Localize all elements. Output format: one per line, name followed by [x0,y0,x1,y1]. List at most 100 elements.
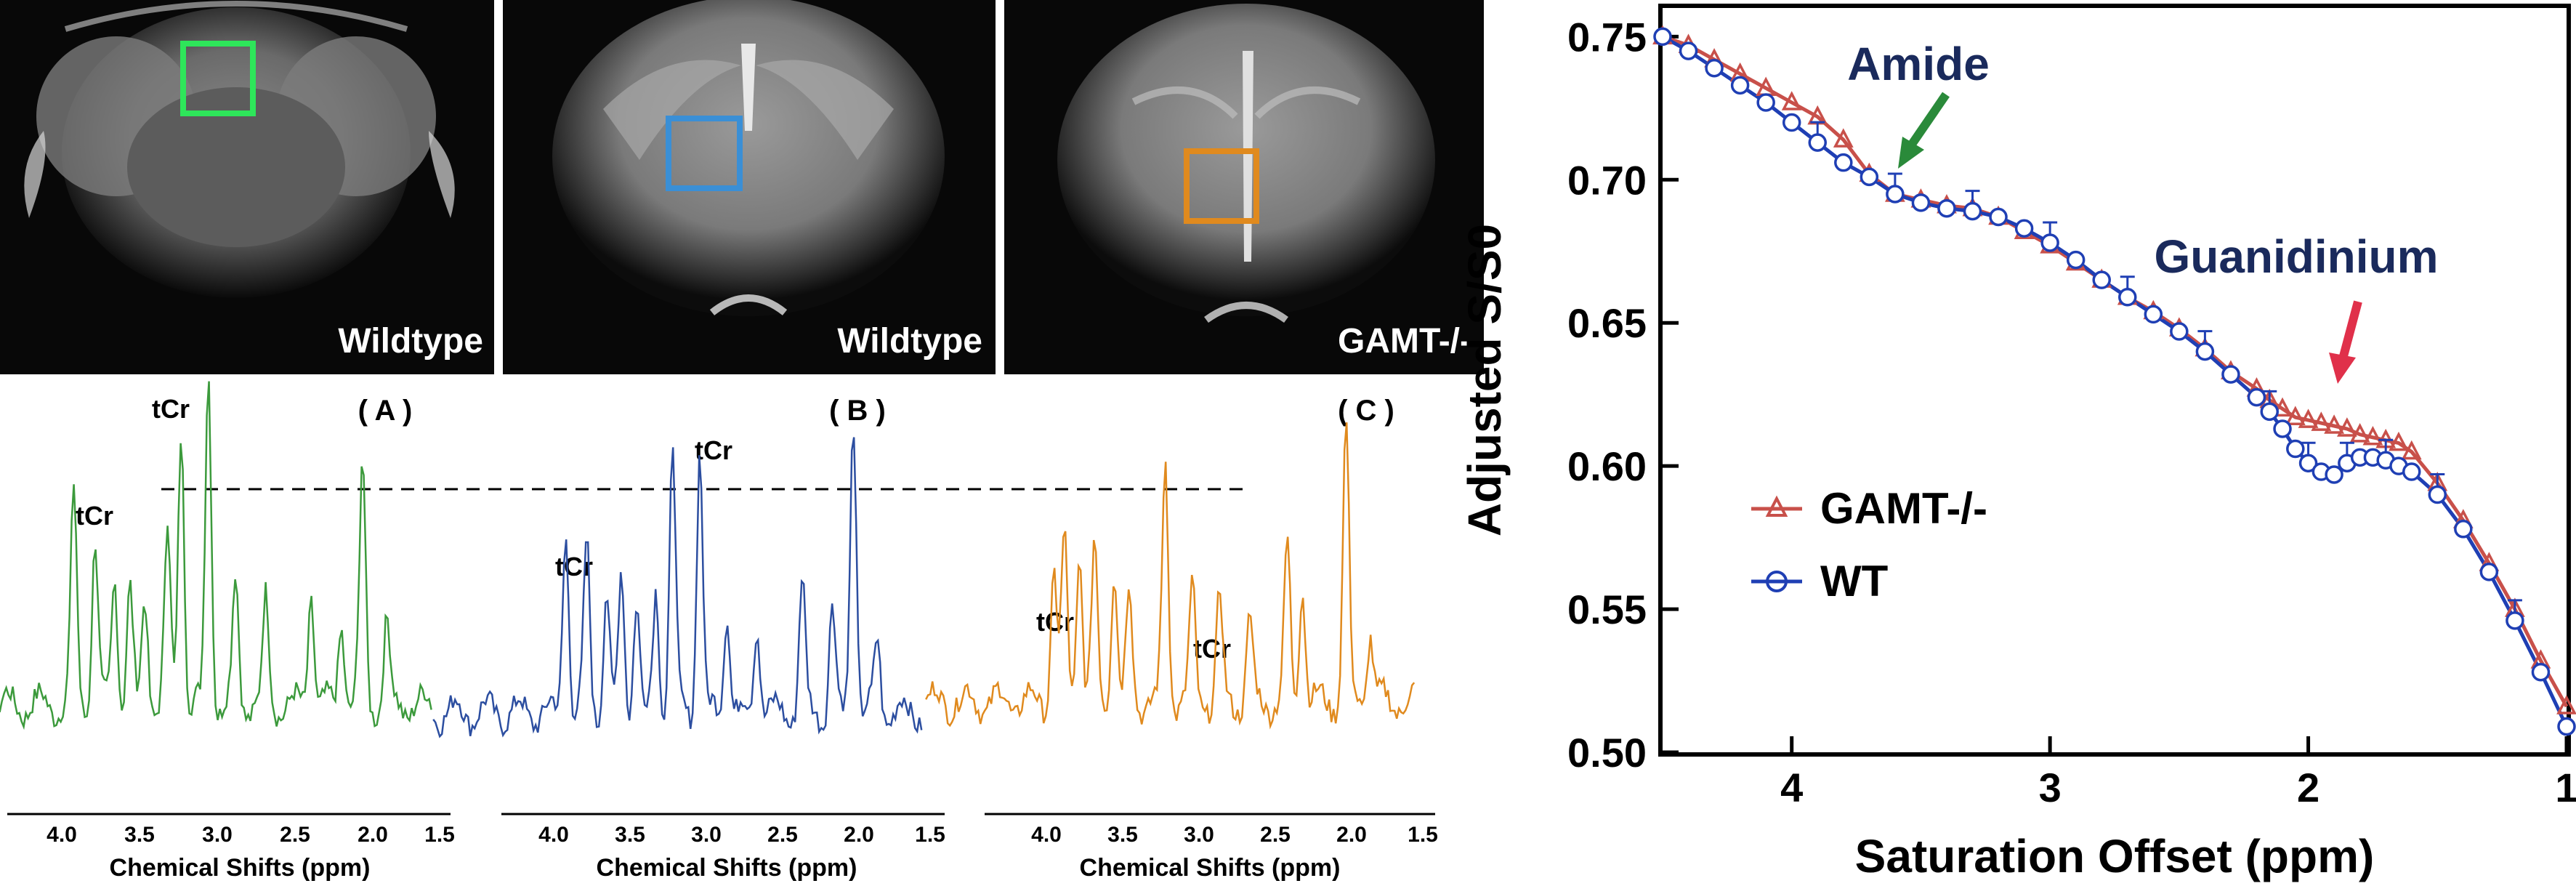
xlabel-c: Chemical Shifts (ppm) [1080,854,1341,882]
tick-a-3: 2.5 [280,823,310,847]
gamt-data-point [2362,425,2383,446]
gamt-data-point [1833,128,1854,148]
wt-data-point [1860,167,1879,187]
tcr-label-b1: tCr [695,435,732,465]
spectrum-b: ( B ) tCr tCr 4.0 3.5 3.0 2.5 2.0 1.5 Ch… [501,395,945,882]
series-layer [1652,25,2576,736]
wt-data-point [2286,439,2305,459]
tick-a-1: 3.5 [124,823,155,847]
wt-data-point [2144,305,2163,324]
panel-label-b: ( B ) [829,395,886,427]
tick-b-3: 2.5 [767,823,798,847]
cest-chart: Adjusted S/S0 Saturation Offset (ppm) 0.… [1458,4,2576,882]
y-axis-label: Adjusted S/S0 [1458,224,1511,536]
y-tick-label: 0.70 [1567,157,1647,203]
gamt-data-point [2272,397,2293,417]
tick-c-3: 2.5 [1260,823,1291,847]
plot-frame [1658,4,2571,757]
tick-c-0: 4.0 [1031,823,1062,847]
roi-box-a [180,41,256,116]
wt-data-point [2402,462,2421,481]
tcr-label-a2: tCr [76,501,113,531]
y-tick-label: 0.60 [1567,443,1647,489]
wt-data-point [1989,207,2008,227]
wt-data-point [1963,201,1982,221]
legend-label-gamt: GAMT-/- [1820,484,1987,533]
tcr-label-b2: tCr [555,552,593,581]
mri-label-a: Wildtype [338,322,483,361]
tick-b-4: 2.0 [844,823,874,847]
gamt-data-point [2311,411,2332,431]
xlabel-a: Chemical Shifts (ppm) [110,854,371,882]
wt-data-point [2066,250,2086,270]
wt-data-point [1834,153,1853,172]
wt-data-point [2040,233,2059,252]
wt-data-point [2506,611,2524,630]
wt-data-point [1653,27,1672,47]
amide-arrow-icon [1907,92,1950,148]
mri-label-b: Wildtype [837,322,982,361]
wt-data-point [1911,193,1931,212]
mri-panel-b: Wildtype [503,0,996,374]
x-tick-label: 4 [1780,765,1803,810]
wt-data-point [2170,322,2189,341]
panel-label-c: ( C ) [1338,395,1394,427]
wt-data-point [2454,520,2473,539]
wt-data-point [2428,485,2447,504]
x-tick-label: 3 [2039,765,2062,810]
y-axis-ticks: 0.75 0.70 0.65 0.60 0.55 0.50 [1567,14,1679,776]
y-tick-label: 0.50 [1567,730,1647,776]
wt-data-point [2325,465,2343,484]
spectrum-c: ( C ) tCr tCr 4.0 3.5 3.0 2.5 2.0 1.5 Ch… [985,395,1438,882]
tick-a-2: 3.0 [202,823,233,847]
tick-b-1: 3.5 [615,823,645,847]
wt-data-point [1886,185,1905,204]
wt-data-point [2118,288,2137,307]
x-axis-ticks: 4 3 2 1 [1780,736,2576,810]
gamt-data-point [2389,431,2409,451]
mri-label-c: GAMT-/- [1338,322,1471,361]
legend-triangle-marker-icon [1765,495,1788,517]
gamt-data-point [1781,91,1802,110]
wt-data-point [2298,454,2318,472]
y-tick-label: 0.75 [1567,14,1647,60]
wt-data-point [2221,365,2240,384]
spectrum-a: ( A ) tCr tCr 4.0 3.5 3.0 2.5 2.0 1.5 Ch… [7,394,455,882]
roi-box-b [666,116,743,191]
wt-data-point [2092,270,2111,289]
wt-data-point [2014,219,2034,238]
wt-data-point [2273,419,2292,438]
wt-data-point [2260,402,2280,422]
legend: GAMT-/- WT [1751,484,1987,605]
wt-data-point [1756,93,1775,112]
x-tick-label: 2 [2297,765,2319,810]
wt-data-point [1705,58,1724,78]
tick-a-0: 4.0 [47,823,77,847]
spectrum-trace-a [0,381,432,730]
spectra-layer: ( A ) tCr tCr 4.0 3.5 3.0 2.5 2.0 1.5 Ch… [0,381,1438,882]
amide-arrowhead-icon [1898,137,1924,169]
tick-a-4: 2.0 [358,823,388,847]
gamt-data-point [2336,417,2357,437]
series-line-gamt [1662,35,2569,708]
tick-b-2: 3.0 [691,823,722,847]
tick-b-0: 4.0 [538,823,569,847]
x-tick-label: 1 [2555,765,2576,810]
wt-data-point [2247,387,2266,407]
spectrum-trace-b [432,437,923,738]
spectrum-trace-c [925,422,1416,730]
wt-data-point [2557,717,2576,736]
wt-data-point [1782,113,1801,132]
y-tick-label: 0.55 [1567,587,1647,632]
legend-label-wt: WT [1820,557,1888,605]
wt-data-point [1679,41,1698,60]
wt-data-point [2531,662,2551,682]
guanidinium-arrow-icon [2339,300,2362,358]
guanidinium-arrowhead-icon [2329,353,2356,384]
gamt-data-point [2324,414,2345,434]
tick-c-4: 2.0 [1336,823,1367,847]
tick-a-5: 1.5 [424,823,455,847]
gamt-data-point [2349,423,2370,443]
wt-data-point [1730,76,1750,95]
